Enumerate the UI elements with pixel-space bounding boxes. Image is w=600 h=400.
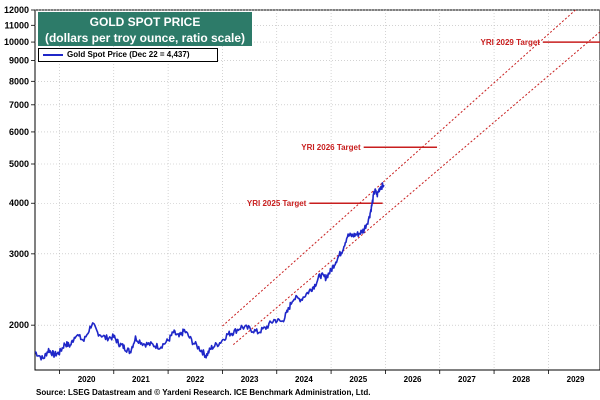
- y-tick-label: 9000: [9, 56, 29, 66]
- channel-lower-line: [232, 31, 600, 346]
- x-tick-label: 2029: [567, 375, 585, 384]
- x-tick-label: 2021: [132, 375, 150, 384]
- source-note: Source: LSEG Datastream and © Yardeni Re…: [36, 388, 371, 397]
- y-tick-label: 5000: [9, 159, 29, 169]
- y-tick-label: 3000: [9, 249, 29, 259]
- x-tick-label: 2022: [186, 375, 204, 384]
- x-tick-label: 2028: [512, 375, 530, 384]
- x-tick-label: 2020: [78, 375, 96, 384]
- channel-upper-line: [222, 10, 577, 327]
- y-tick-label: 6000: [9, 127, 29, 137]
- target-label: YRI 2026 Target: [301, 143, 361, 152]
- legend-label: Gold Spot Price (Dec 22 = 4,437): [67, 50, 190, 59]
- series-line-gold: [35, 182, 385, 361]
- legend: Gold Spot Price (Dec 22 = 4,437): [38, 48, 218, 62]
- y-tick-label: 11000: [4, 20, 29, 30]
- x-tick-label: 2025: [349, 375, 367, 384]
- y-tick-label: 7000: [9, 100, 29, 110]
- y-tick-label: 10000: [4, 37, 29, 47]
- plot-area: [35, 10, 600, 361]
- y-tick-label: 2000: [9, 320, 29, 330]
- y-tick-label: 8000: [9, 76, 29, 86]
- x-tick-label: 2023: [241, 375, 259, 384]
- y-tick-label: 12000: [4, 5, 29, 15]
- plot-frame: [34, 9, 600, 371]
- chart-title-box: GOLD SPOT PRICE (dollars per troy ounce,…: [38, 12, 252, 46]
- chart-title: GOLD SPOT PRICE: [89, 15, 201, 29]
- x-tick-label: 2024: [295, 375, 313, 384]
- x-tick-label: 2027: [458, 375, 476, 384]
- chart-subtitle: (dollars per troy ounce, ratio scale): [44, 31, 246, 45]
- target-label: YRI 2025 Target: [247, 199, 307, 208]
- legend-swatch: [43, 54, 63, 56]
- target-label: YRI 2029 Target: [481, 38, 541, 47]
- y-tick-label: 4000: [9, 198, 29, 208]
- x-tick-label: 2026: [404, 375, 422, 384]
